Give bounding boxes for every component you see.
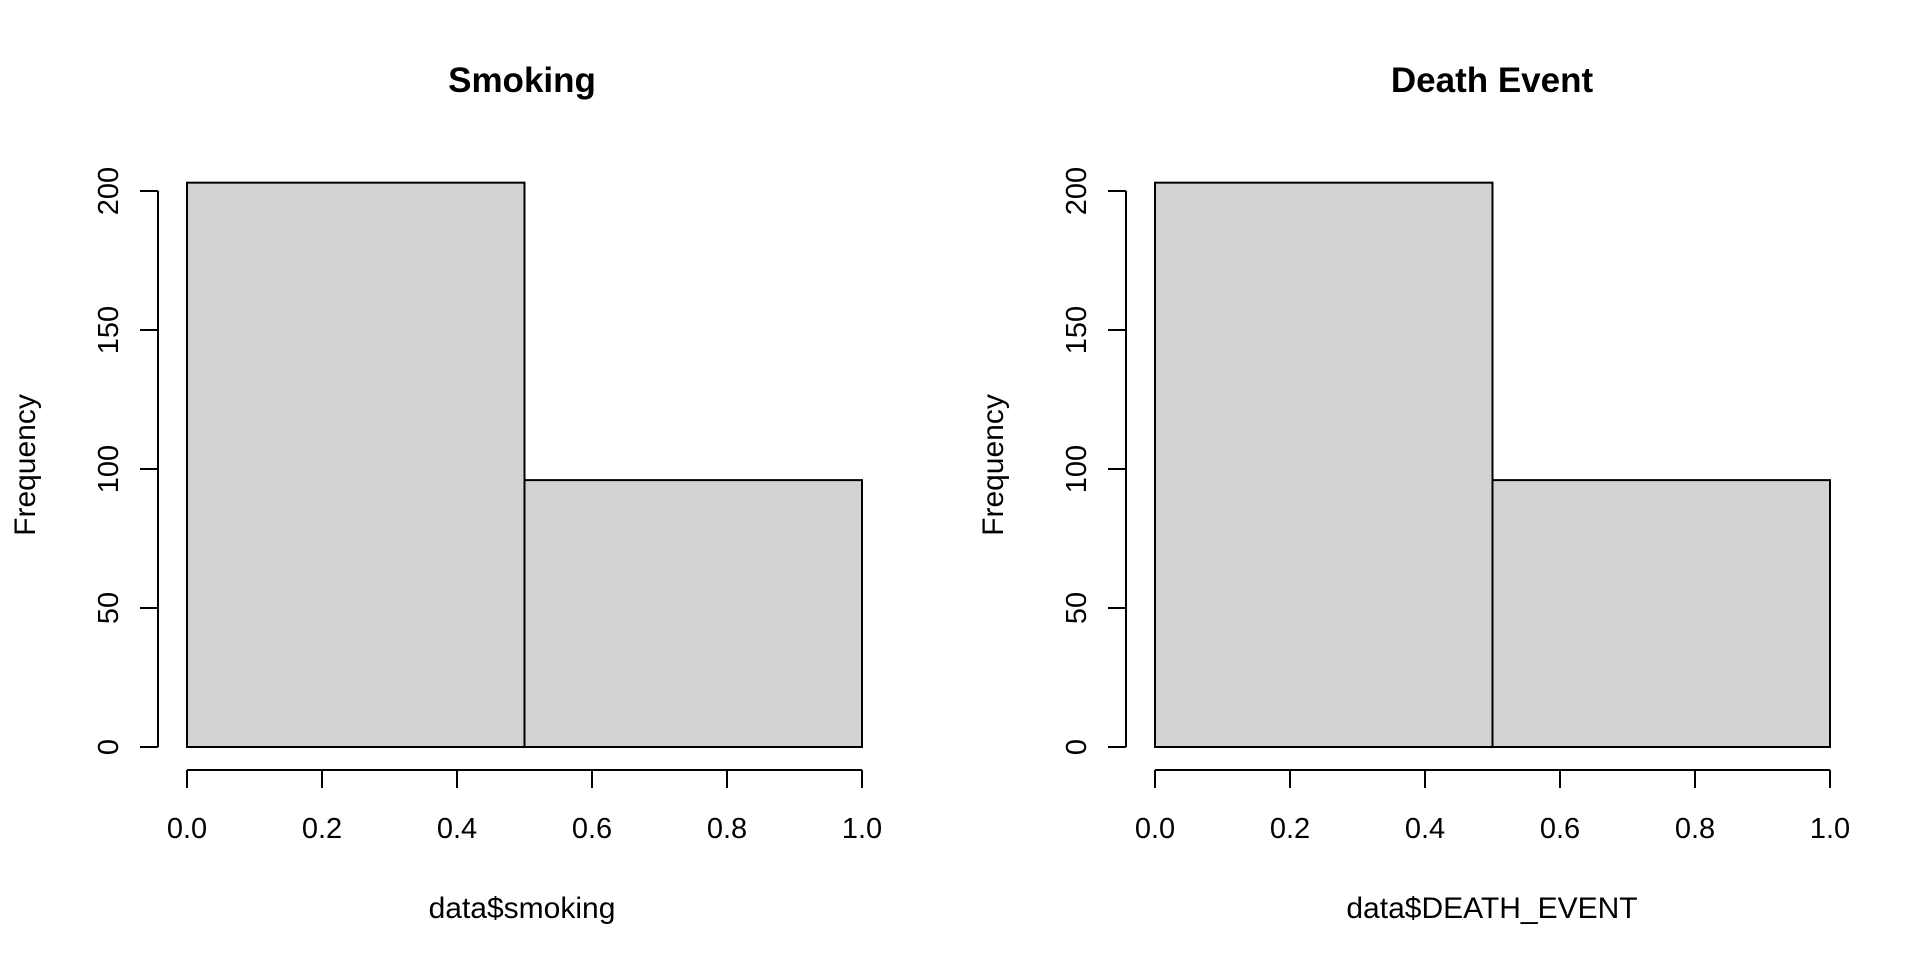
smoking-histogram: Smoking 0.0 0.2 0.4 0.6 0.8 1.0 0 50 100 150 200 dat… xyxy=(9,61,882,925)
x-tick-label: 0.6 xyxy=(572,813,612,845)
histogram-bar xyxy=(523,479,863,748)
y-tick-label: 0 xyxy=(93,739,125,755)
y-tick-label: 150 xyxy=(1061,306,1093,354)
x-tick-label: 1.0 xyxy=(842,813,882,845)
x-axis-label: data$smoking xyxy=(429,892,616,925)
histogram-bar xyxy=(1491,479,1831,748)
x-tick-label: 0.4 xyxy=(437,813,477,845)
x-tick-label: 0.8 xyxy=(1675,813,1715,845)
death-event-histogram: Death Event 0.0 0.2 0.4 0.6 0.8 1.0 0 50 100 150 20… xyxy=(977,61,1850,925)
y-tick-label: 0 xyxy=(1061,739,1093,755)
x-tick-label: 0.0 xyxy=(1135,813,1175,845)
chart-title: Death Event xyxy=(1391,61,1594,100)
x-tick-label: 1.0 xyxy=(1810,813,1850,845)
y-tick-label: 100 xyxy=(1061,445,1093,493)
y-axis-label: Frequency xyxy=(977,394,1010,536)
y-tick-label: 200 xyxy=(93,167,125,215)
x-tick-label: 0.6 xyxy=(1540,813,1580,845)
x-axis-label: data$DEATH_EVENT xyxy=(1346,892,1637,925)
x-tick-label: 0.4 xyxy=(1405,813,1445,845)
x-tick-label: 0.8 xyxy=(707,813,747,845)
y-tick-label: 150 xyxy=(93,306,125,354)
y-tick-label: 50 xyxy=(1061,592,1093,624)
y-tick-label: 100 xyxy=(93,445,125,493)
y-axis-label: Frequency xyxy=(9,394,42,536)
histogram-bar xyxy=(186,181,526,749)
y-tick-label: 50 xyxy=(93,592,125,624)
histogram-bar xyxy=(1154,181,1494,749)
y-tick-label: 200 xyxy=(1061,167,1093,215)
x-tick-label: 0.2 xyxy=(1270,813,1310,845)
chart-title: Smoking xyxy=(448,61,596,100)
x-tick-label: 0.2 xyxy=(302,813,342,845)
x-tick-label: 0.0 xyxy=(167,813,207,845)
